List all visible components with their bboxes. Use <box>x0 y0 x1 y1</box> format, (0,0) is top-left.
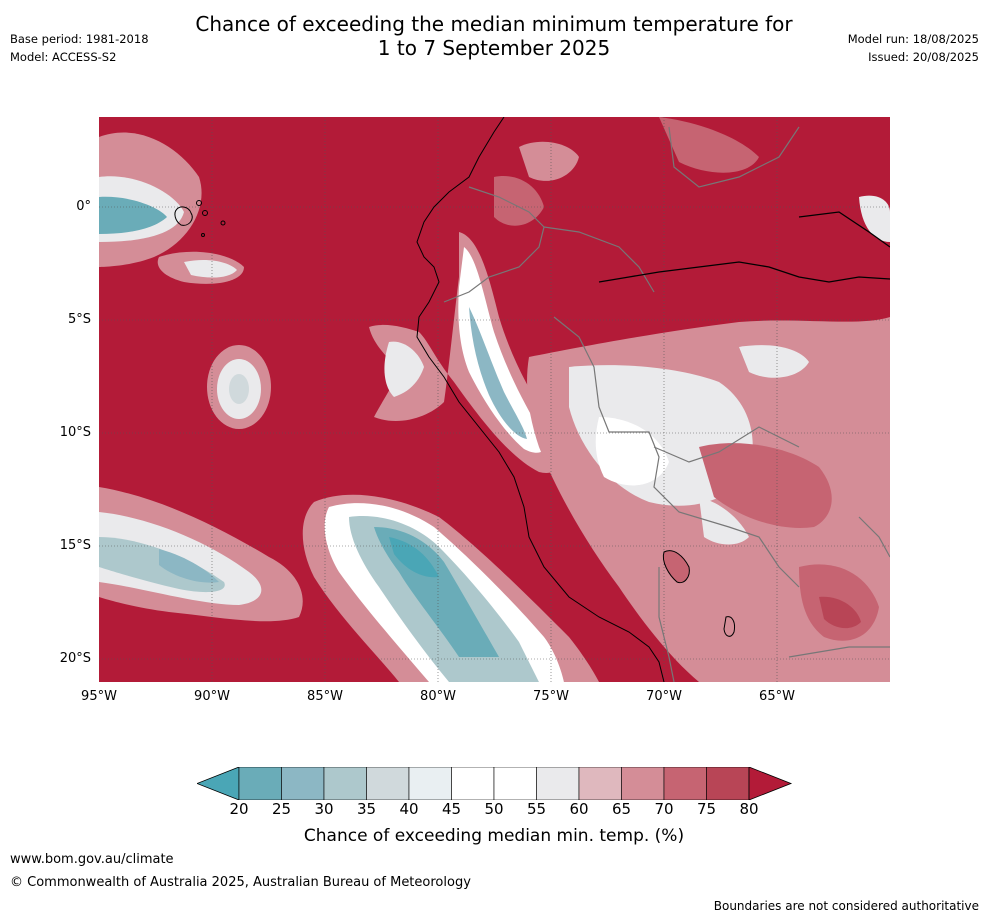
title-line-2: 1 to 7 September 2025 <box>377 36 611 60</box>
lon-label-90w: 90°W <box>194 689 230 704</box>
galapagos-islands <box>174 200 226 237</box>
rivers <box>598 211 890 283</box>
colorbar-label: Chance of exceeding median min. temp. (%… <box>303 826 685 846</box>
meta-left: Base period: 1981-2018 Model: ACCESS-S2 <box>10 30 149 66</box>
disclaimer-text: Boundaries are not considered authoritat… <box>713 899 979 913</box>
lat-label-0: 0° <box>76 199 91 214</box>
colorbar-segment <box>408 766 452 801</box>
colorbar-tick: 75 <box>696 800 717 818</box>
colorbar <box>195 766 793 801</box>
colorbar-high-extend <box>748 766 793 801</box>
lon-label-85w: 85°W <box>307 689 343 704</box>
colorbar-tick: 40 <box>399 800 419 818</box>
lon-label-95w: 95°W <box>81 689 117 704</box>
colorbar-segment <box>451 766 495 801</box>
colorbar-tick: 70 <box>654 800 674 818</box>
lat-label-5s: 5°S <box>67 312 91 327</box>
colorbar-segment <box>238 766 282 801</box>
probability-map <box>99 117 890 682</box>
lat-label-15s: 15°S <box>59 538 91 553</box>
country-borders <box>443 126 890 682</box>
colorbar-tick: 20 <box>229 800 249 818</box>
colorbar-segment <box>578 766 622 801</box>
southwest-cool-anomaly <box>99 487 303 622</box>
colorbar-svg <box>195 766 793 801</box>
colorbar-tick: 30 <box>314 800 334 818</box>
lon-label-70w: 70°W <box>646 689 682 704</box>
colorbar-tick: 35 <box>356 800 377 818</box>
colorbar-tick: 80 <box>739 800 759 818</box>
lon-label-80w: 80°W <box>420 689 456 704</box>
map-svg <box>99 117 890 682</box>
inland-moderate-region <box>527 317 890 682</box>
colorbar-tick: 60 <box>569 800 589 818</box>
model-run-text: Model run: 18/08/2025 <box>847 32 979 46</box>
colorbar-tick: 45 <box>441 800 462 818</box>
lat-label-10s: 10°S <box>59 425 91 440</box>
colorbar-segment <box>323 766 367 801</box>
coastline <box>416 117 665 682</box>
lon-label-65w: 65°W <box>759 689 795 704</box>
base-period-text: Base period: 1981-2018 <box>10 32 149 46</box>
colorbar-tick: 25 <box>271 800 292 818</box>
central-cool-tongue <box>302 494 599 682</box>
title-line-1: Chance of exceeding the median minimum t… <box>195 12 793 36</box>
colorbar-segment <box>621 766 665 801</box>
colorbar-segment <box>366 766 410 801</box>
colorbar-segment <box>536 766 580 801</box>
colorbar-tick: 50 <box>484 800 504 818</box>
copyright-text: © Commonwealth of Australia 2025, Austra… <box>10 875 471 890</box>
lat-label-20s: 20°S <box>59 651 91 666</box>
model-text: Model: ACCESS-S2 <box>10 50 117 64</box>
lon-label-75w: 75°W <box>533 689 569 704</box>
colorbar-tick: 65 <box>611 800 632 818</box>
colorbar-segment <box>706 766 750 801</box>
meta-right: Model run: 18/08/2025 Issued: 20/08/2025 <box>848 30 979 66</box>
lake-titicaca <box>662 550 690 584</box>
colorbar-tick: 55 <box>526 800 547 818</box>
colorbar-low-extend <box>195 766 240 801</box>
issued-text: Issued: 20/08/2025 <box>868 50 979 64</box>
bom-url[interactable]: www.bom.gov.au/climate <box>10 852 174 867</box>
colorbar-segment <box>281 766 325 801</box>
colorbar-segment <box>493 766 537 801</box>
lake-poopo <box>723 616 735 637</box>
colorbar-segment <box>663 766 707 801</box>
galapagos-anomaly <box>99 132 244 284</box>
graticule <box>99 117 890 682</box>
offshore-anomaly-north <box>207 345 271 429</box>
map-title: Chance of exceeding the median minimum t… <box>0 12 988 60</box>
